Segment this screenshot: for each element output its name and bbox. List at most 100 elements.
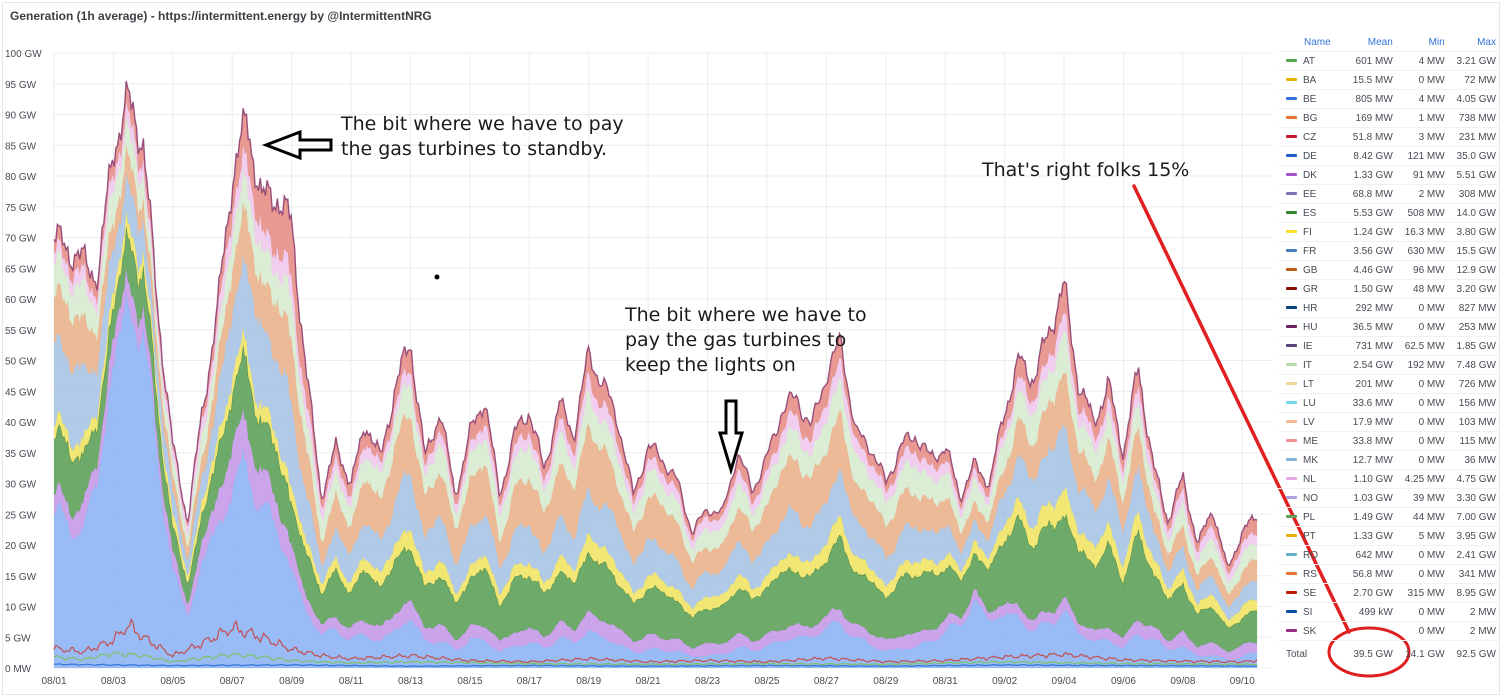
legend-series-name[interactable]: LV xyxy=(1278,412,1345,432)
legend-row-gb[interactable]: GB 4.46 GW 96 MW 12.9 GW xyxy=(1278,260,1500,280)
legend-series-name[interactable]: BG xyxy=(1278,108,1345,128)
legend-row-es[interactable]: ES 5.53 GW 508 MW 14.0 GW xyxy=(1278,203,1500,223)
legend-row-pt[interactable]: PT 1.33 GW 5 MW 3.95 GW xyxy=(1278,526,1500,546)
legend-row-se[interactable]: SE 2.70 GW 315 MW 8.95 GW xyxy=(1278,583,1500,603)
legend-row-bg[interactable]: BG 169 MW 1 MW 738 MW xyxy=(1278,108,1500,128)
legend-series-name[interactable]: HR xyxy=(1278,298,1345,318)
legend-row-ro[interactable]: RO 642 MW 0 MW 2.41 GW xyxy=(1278,545,1500,565)
legend-row-lv[interactable]: LV 17.9 MW 0 MW 103 MW xyxy=(1278,412,1500,432)
legend-row-ee[interactable]: EE 68.8 MW 2 MW 308 MW xyxy=(1278,184,1500,204)
legend-mean-value: 33.8 MW xyxy=(1344,431,1397,451)
legend-series-name[interactable]: NO xyxy=(1278,488,1345,508)
legend-row-cz[interactable]: CZ 51.8 MW 3 MW 231 MW xyxy=(1278,127,1500,147)
legend-max-value: 72 MW xyxy=(1448,70,1500,90)
y-tick-label: 25 GW xyxy=(5,510,37,521)
legend-row-rs[interactable]: RS 56.8 MW 0 MW 341 MW xyxy=(1278,564,1500,584)
legend-row-be[interactable]: BE 805 MW 4 MW 4.05 GW xyxy=(1278,89,1500,109)
legend-row-hr[interactable]: HR 292 MW 0 MW 827 MW xyxy=(1278,298,1500,318)
legend-series-name[interactable]: DE xyxy=(1278,146,1345,166)
legend-row-at[interactable]: AT 601 MW 4 MW 3.21 GW xyxy=(1278,51,1500,71)
legend-max-value: 827 MW xyxy=(1448,298,1500,318)
series-color-swatch xyxy=(1286,97,1297,101)
legend-series-name[interactable]: ES xyxy=(1278,203,1345,223)
legend-max-value: 115 MW xyxy=(1448,431,1500,451)
legend-mean-value xyxy=(1344,621,1397,641)
legend-row-me[interactable]: ME 33.8 MW 0 MW 115 MW xyxy=(1278,431,1500,451)
legend-series-label: PL xyxy=(1303,511,1316,523)
legend-mean-value: 1.10 GW xyxy=(1344,469,1397,489)
legend-row-hu[interactable]: HU 36.5 MW 0 MW 253 MW xyxy=(1278,317,1500,337)
legend-series-label: IT xyxy=(1303,359,1312,371)
legend-row-de[interactable]: DE 8.42 GW 121 MW 35.0 GW xyxy=(1278,146,1500,166)
legend-row-sk[interactable]: SK 0 MW 2 MW xyxy=(1278,621,1500,641)
legend-series-name[interactable]: LU xyxy=(1278,393,1345,413)
legend-series-name[interactable]: ME xyxy=(1278,431,1345,451)
legend-min-value: 4 MW xyxy=(1396,51,1449,71)
legend-series-label: SE xyxy=(1303,587,1317,599)
y-tick-label: 90 GW xyxy=(5,111,37,122)
legend-series-name[interactable]: BE xyxy=(1278,89,1345,109)
legend-header-name[interactable]: Name xyxy=(1304,37,1331,48)
legend-min-value: 44 MW xyxy=(1396,507,1449,527)
legend-row-fi[interactable]: FI 1.24 GW 16.3 MW 3.80 GW xyxy=(1278,222,1500,242)
legend-series-name[interactable]: SK xyxy=(1278,621,1345,641)
legend-row-pl[interactable]: PL 1.49 GW 44 MW 7.00 GW xyxy=(1278,507,1500,527)
legend-max-value: 7.48 GW xyxy=(1448,355,1500,375)
legend-series-name[interactable]: AT xyxy=(1278,51,1345,71)
legend-series-name[interactable]: NL xyxy=(1278,469,1345,489)
legend-series-name[interactable]: FR xyxy=(1278,241,1345,261)
legend-series-name[interactable]: IE xyxy=(1278,336,1345,356)
legend-mean-value: 4.46 GW xyxy=(1344,260,1397,280)
legend-series-name[interactable]: EE xyxy=(1278,184,1345,204)
legend-row-fr[interactable]: FR 3.56 GW 630 MW 15.5 GW xyxy=(1278,241,1500,261)
legend-series-name[interactable]: SE xyxy=(1278,583,1345,603)
legend-row-no[interactable]: NO 1.03 GW 39 MW 3.30 GW xyxy=(1278,488,1500,508)
legend-min-value: 96 MW xyxy=(1396,260,1449,280)
legend-row-si[interactable]: SI 499 kW 0 MW 2 MW xyxy=(1278,602,1500,622)
legend-row-ba[interactable]: BA 15.5 MW 0 MW 72 MW xyxy=(1278,70,1500,90)
legend-row-lu[interactable]: LU 33.6 MW 0 MW 156 MW xyxy=(1278,393,1500,413)
legend-series-name[interactable]: RO xyxy=(1278,545,1345,565)
legend-series-name[interactable]: PT xyxy=(1278,526,1345,546)
y-tick-label: 50 GW xyxy=(5,357,37,368)
legend-series-name[interactable]: MK xyxy=(1278,450,1345,470)
legend-series-name[interactable]: HU xyxy=(1278,317,1345,337)
legend-max-value: 3.21 GW xyxy=(1448,51,1500,71)
x-tick-label: 08/11 xyxy=(339,676,364,687)
series-color-swatch xyxy=(1286,591,1297,595)
legend-series-label: DK xyxy=(1303,169,1317,181)
x-tick-label: 08/13 xyxy=(398,676,423,687)
legend-row-lt[interactable]: LT 201 MW 0 MW 726 MW xyxy=(1278,374,1500,394)
legend-header-mean[interactable]: Mean xyxy=(1367,37,1393,48)
series-color-swatch xyxy=(1286,78,1297,82)
y-tick-label: 75 GW xyxy=(5,203,37,214)
legend-series-name[interactable]: CZ xyxy=(1278,127,1345,147)
legend-row-mk[interactable]: MK 12.7 MW 0 MW 36 MW xyxy=(1278,450,1500,470)
legend-series-name[interactable]: GB xyxy=(1278,260,1345,280)
legend-series-label: LU xyxy=(1303,397,1316,409)
legend-series-name[interactable]: SI xyxy=(1278,602,1345,622)
legend-series-name[interactable]: BA xyxy=(1278,70,1345,90)
series-color-swatch xyxy=(1286,420,1297,424)
legend-series-name[interactable]: LT xyxy=(1278,374,1345,394)
legend-series-name[interactable]: DK xyxy=(1278,165,1345,185)
legend-series-name[interactable]: PL xyxy=(1278,507,1345,527)
legend-header-min[interactable]: Min xyxy=(1428,37,1445,48)
legend-row-nl[interactable]: NL 1.10 GW 4.25 MW 4.75 GW xyxy=(1278,469,1500,489)
legend-series-name[interactable]: IT xyxy=(1278,355,1345,375)
series-color-swatch xyxy=(1286,534,1297,538)
legend-series-label: HU xyxy=(1303,321,1318,333)
legend-row-ie[interactable]: IE 731 MW 62.5 MW 1.85 GW xyxy=(1278,336,1500,356)
annotation-standby-line-2: the gas turbines to standby. xyxy=(341,138,608,160)
legend-series-name[interactable]: RS xyxy=(1278,564,1345,584)
legend-mean-value: 292 MW xyxy=(1344,298,1397,318)
legend-row-gr[interactable]: GR 1.50 GW 48 MW 3.20 GW xyxy=(1278,279,1500,299)
legend-series-name[interactable]: FI xyxy=(1278,222,1345,242)
legend-mean-value: 3.56 GW xyxy=(1344,241,1397,261)
legend-series-name[interactable]: GR xyxy=(1278,279,1345,299)
legend-row-dk[interactable]: DK 1.33 GW 91 MW 5.51 GW xyxy=(1278,165,1500,185)
legend-header-max[interactable]: Max xyxy=(1477,37,1496,48)
legend-row-it[interactable]: IT 2.54 GW 192 MW 7.48 GW xyxy=(1278,355,1500,375)
legend-min-value: 62.5 MW xyxy=(1396,336,1449,356)
legend-max-value: 15.5 GW xyxy=(1448,241,1500,261)
